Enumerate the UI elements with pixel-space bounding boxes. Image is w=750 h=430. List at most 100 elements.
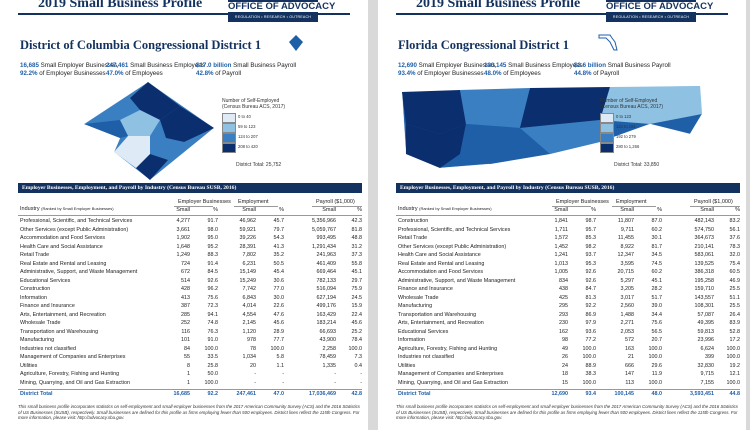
stat-label: Small Employer Businesses xyxy=(40,62,118,69)
cell-value: 59,813 xyxy=(697,328,715,335)
cell-value: 28,391 xyxy=(239,243,257,250)
cell-value: 95.7 xyxy=(585,226,597,233)
legend-item: 192 to 279 xyxy=(616,134,636,139)
cell-value: 100.0 xyxy=(648,379,663,386)
cell-value: - xyxy=(360,379,362,386)
legend-item: 124 to 191 xyxy=(616,124,636,129)
cell-value: 39,226 xyxy=(239,235,257,241)
cell-value: 74.5 xyxy=(651,260,663,267)
industry-label: Industry xyxy=(20,206,40,212)
cell-value: 100,145 xyxy=(614,391,635,397)
profile-page: 2019 Small Business Profile OFFICE OF ADV… xyxy=(378,0,746,430)
cell-value: 6,231 xyxy=(242,260,257,267)
column-header: % xyxy=(657,207,662,213)
cell-value: 0.4 xyxy=(354,362,363,369)
district-title: Florida Congressional District 1 xyxy=(398,38,569,52)
legend-item: 0 to 123 xyxy=(616,114,632,119)
column-group: Employer Businesses xyxy=(178,199,231,205)
cell-value: 16,685 xyxy=(173,391,191,397)
cell-value: 75.4 xyxy=(729,260,741,267)
cell-value: 583,061 xyxy=(694,252,715,258)
cell-value: 51.7 xyxy=(651,294,663,301)
cell-value: 52.8 xyxy=(729,328,741,335)
cell-value: 210,141 xyxy=(694,243,715,250)
cell-value: 285 xyxy=(181,311,190,318)
legend-swatch xyxy=(222,133,236,143)
cell-value: 5,059,767 xyxy=(312,226,336,233)
cell-value: 12,347 xyxy=(617,252,635,258)
industry-name: Agriculture, Forestry, Fishing and Hunti… xyxy=(20,371,120,377)
column-header: % xyxy=(279,207,284,213)
header-rule xyxy=(18,215,362,216)
column-header: Small xyxy=(242,207,256,213)
group-rule xyxy=(312,206,362,207)
cell-value: 1,648 xyxy=(176,243,191,250)
legend-swatch xyxy=(600,143,614,153)
cell-value: 77.0 xyxy=(273,286,285,292)
legend-swatch xyxy=(222,123,236,133)
cell-value: 413 xyxy=(181,294,190,301)
cell-value: 364,673 xyxy=(694,235,715,241)
industry-name: Construction xyxy=(20,286,51,292)
stat-pct-label: of Employer Businesses xyxy=(417,70,484,77)
cell-value: 42.8 xyxy=(351,391,363,397)
cell-value: 1,841 xyxy=(554,218,569,224)
legend-item: 124 to 207 xyxy=(238,134,258,139)
cell-value: 37.3 xyxy=(351,252,363,258)
logo-subtitle: REGULATION • RESEARCH • OUTREACH xyxy=(234,15,312,19)
cell-value: 79.7 xyxy=(273,226,285,233)
industry-name: District Total xyxy=(20,391,53,397)
industry-name: Manufacturing xyxy=(398,303,433,309)
industry-name: Mining, Quarrying, and Oil and Gas Extra… xyxy=(20,379,130,386)
header-rule xyxy=(396,13,728,15)
industry-name: Transportation and Warehousing xyxy=(398,311,477,318)
cell-value: 1,572 xyxy=(554,235,569,241)
cell-value: 20 xyxy=(250,362,256,369)
cell-value: 2,271 xyxy=(620,320,635,326)
cell-value: - xyxy=(282,379,284,386)
cell-value: 30.1 xyxy=(651,235,663,241)
stat-value: 247,461 xyxy=(106,62,129,69)
cell-value: 100.0 xyxy=(726,345,741,352)
cell-value: 159,710 xyxy=(694,286,715,292)
cell-value: 39.0 xyxy=(651,303,663,309)
cell-value: 88.9 xyxy=(585,362,597,369)
legend-swatch xyxy=(600,123,614,133)
cell-value: 45.6 xyxy=(351,320,363,326)
cell-value: 30.6 xyxy=(273,277,285,284)
cell-value: 81.8 xyxy=(351,226,363,233)
industry-name: Retail Trade xyxy=(398,235,428,241)
cell-value: 20,715 xyxy=(617,269,635,275)
cell-value: - xyxy=(254,379,256,386)
industry-name: Arts, Entertainment, and Recreation xyxy=(20,311,106,318)
cell-value: 78.3 xyxy=(729,243,741,250)
cell-value: 230 xyxy=(559,320,568,326)
district-total-note: District Total: 25,752 xyxy=(236,162,282,168)
cell-value: 387 xyxy=(181,303,190,309)
cell-value: 49,395 xyxy=(697,320,715,326)
cell-value: 438 xyxy=(559,286,568,292)
logo-title: OFFICE OF ADVOCACY xyxy=(606,1,714,12)
column-header: Small xyxy=(620,207,634,213)
industry-name: Accommodation and Food Services xyxy=(398,269,484,275)
stat: 100,145 Small Business Employees 48.0% of… xyxy=(484,62,583,78)
cell-value: 59,921 xyxy=(239,226,257,233)
cell-value: 252 xyxy=(181,320,190,326)
cell-value: 143,557 xyxy=(694,294,715,301)
cell-value: 11,455 xyxy=(617,235,634,241)
industry-name: Health Care and Social Assistance xyxy=(398,252,481,258)
cell-value: 45.7 xyxy=(273,218,285,224)
column-header: Small xyxy=(176,207,190,213)
cell-value: 425 xyxy=(559,294,568,301)
column-header: % xyxy=(213,207,218,213)
industry-name: District Total xyxy=(398,391,431,397)
cell-value: 66,693 xyxy=(319,328,337,335)
footer-note: This small business profile incorporates… xyxy=(396,404,738,421)
total-rule xyxy=(396,389,740,390)
cell-value: 24 xyxy=(562,362,568,369)
cell-value: 100.0 xyxy=(204,345,219,352)
cell-value: 163,429 xyxy=(316,311,337,318)
legend-swatch xyxy=(600,133,614,143)
cell-value: 6,843 xyxy=(242,294,257,301)
cell-value: 514 xyxy=(181,277,190,284)
